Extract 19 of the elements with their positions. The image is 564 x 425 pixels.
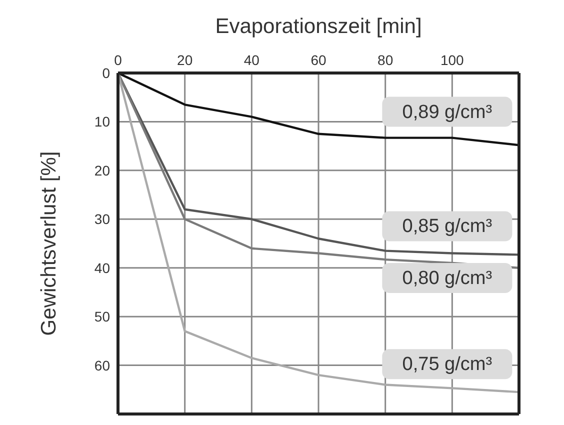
series-label: 0,89 g/cm³ bbox=[402, 102, 492, 123]
x-tick-label: 40 bbox=[244, 52, 260, 68]
y-tick-label: 20 bbox=[94, 162, 110, 178]
y-tick-label: 30 bbox=[94, 211, 110, 228]
x-tick-label: 20 bbox=[177, 52, 193, 68]
x-tick-label: 60 bbox=[310, 52, 326, 68]
series-label: 0,75 g/cm³ bbox=[402, 354, 492, 376]
series-label: 0,80 g/cm³ bbox=[402, 268, 492, 289]
x-tick-label: 100 bbox=[440, 52, 464, 68]
x-tick-label: 0 bbox=[114, 52, 122, 68]
y-tick-label: 50 bbox=[94, 308, 110, 325]
series-label: 0,85 g/cm³ bbox=[402, 216, 492, 238]
y-tick-label: 0 bbox=[102, 64, 110, 81]
y-axis-title: Gewichtsverlust [%] bbox=[37, 151, 60, 336]
x-tick-label: 80 bbox=[378, 52, 394, 68]
x-axis-title: Evaporationszeit [min] bbox=[215, 14, 422, 38]
y-tick-label: 40 bbox=[94, 260, 110, 276]
y-tick-label: 60 bbox=[94, 357, 110, 374]
y-tick-label: 10 bbox=[94, 114, 110, 130]
